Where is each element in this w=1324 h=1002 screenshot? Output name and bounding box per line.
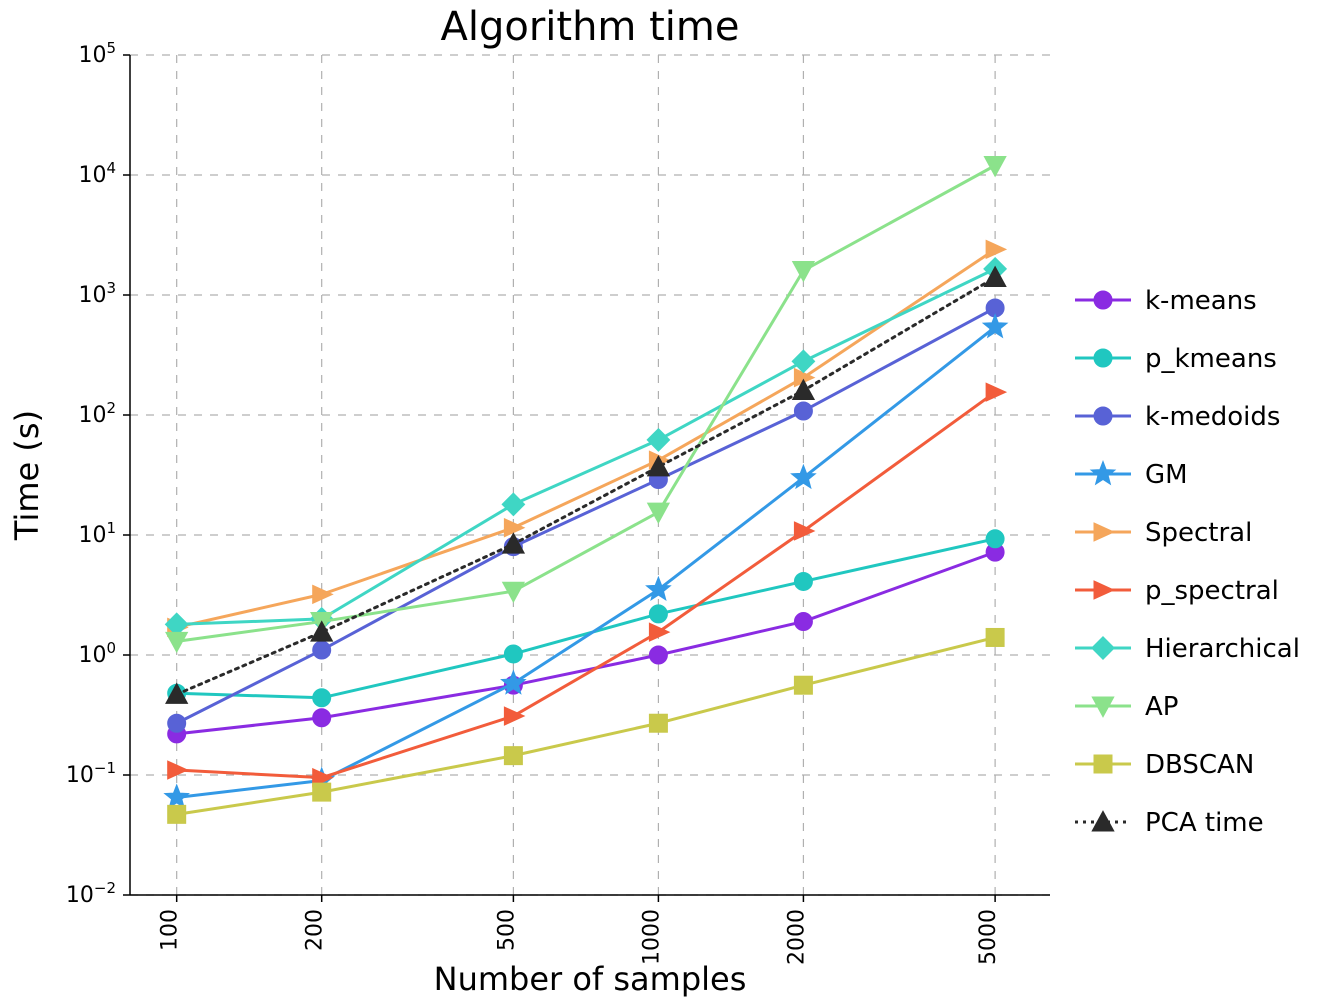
chart-title: Algorithm time (441, 4, 740, 50)
x-axis-label: Number of samples (434, 960, 747, 998)
x-tick-label: 1000 (639, 909, 664, 965)
x-tick-label: 2000 (784, 909, 809, 965)
x-tick-label: 5000 (976, 909, 1001, 965)
legend-label: k-means (1145, 286, 1257, 316)
x-tick-label: 200 (303, 909, 328, 951)
algorithm-time-chart: 10020050010002000500010−210−110010110210… (0, 0, 1324, 1002)
legend-label: p_spectral (1145, 576, 1279, 606)
x-tick-label: 500 (494, 909, 519, 951)
legend-label: AP (1145, 692, 1178, 722)
legend-label: DBSCAN (1145, 750, 1254, 780)
y-axis-label: Time (s) (8, 410, 46, 541)
legend-label: PCA time (1145, 808, 1264, 838)
x-tick-label: 100 (158, 909, 183, 951)
chart-container: 10020050010002000500010−210−110010110210… (0, 0, 1324, 1002)
legend-label: p_kmeans (1145, 344, 1277, 374)
legend-label: Spectral (1145, 518, 1252, 548)
legend-label: Hierarchical (1145, 634, 1300, 664)
legend-label: k-medoids (1145, 402, 1280, 432)
legend-label: GM (1145, 460, 1188, 490)
